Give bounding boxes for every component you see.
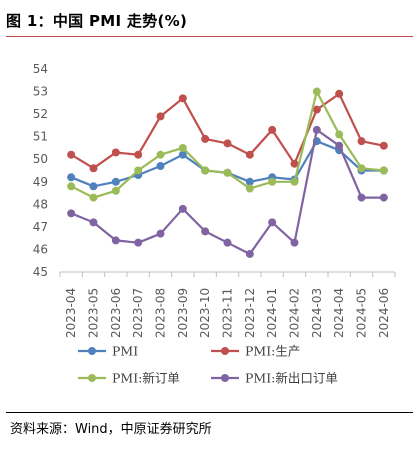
legend-swatch-marker	[88, 347, 96, 355]
data-point	[268, 125, 277, 134]
data-point	[290, 238, 299, 247]
data-point	[201, 227, 210, 236]
x-tick-label: 2024-01	[265, 288, 279, 338]
data-point	[268, 177, 277, 186]
data-point	[178, 143, 187, 152]
data-point	[312, 105, 321, 114]
data-point	[89, 193, 98, 202]
data-point	[335, 130, 344, 139]
legend-label: PMI:新出口订单	[245, 371, 338, 386]
data-point	[223, 238, 232, 247]
y-tick-label: 47	[33, 220, 48, 234]
data-point	[245, 184, 254, 193]
y-tick-label: 54	[33, 62, 48, 76]
data-point	[67, 150, 76, 159]
y-tick-label: 53	[33, 85, 48, 99]
source-rule	[6, 412, 413, 413]
x-tick-label: 2023-07	[131, 288, 145, 338]
data-point	[223, 139, 232, 148]
data-point	[89, 182, 98, 191]
x-tick-label: 2023-08	[154, 288, 168, 338]
data-point	[178, 94, 187, 103]
data-point	[89, 218, 98, 227]
data-point	[290, 159, 299, 168]
data-point	[111, 177, 120, 186]
legend-label: PMI:生产	[245, 344, 300, 359]
y-tick-label: 46	[33, 242, 48, 256]
data-point	[134, 238, 143, 247]
data-point	[357, 164, 366, 173]
legend-label: PMI	[112, 344, 138, 359]
legend-label: PMI:新订单	[112, 371, 180, 386]
y-tick-label: 48	[33, 197, 48, 211]
chart-series	[67, 87, 388, 258]
data-point	[134, 166, 143, 175]
data-point	[178, 150, 187, 159]
x-tick-label: 2023-04	[64, 288, 78, 338]
data-point	[312, 125, 321, 134]
data-point	[67, 209, 76, 218]
data-point	[134, 150, 143, 159]
legend-swatch-marker	[88, 374, 96, 382]
data-point	[268, 218, 277, 227]
x-tick-label: 2023-12	[243, 288, 257, 338]
source-note: 资料来源：Wind，中原证券研究所	[10, 422, 212, 437]
data-point	[290, 177, 299, 186]
data-point	[245, 150, 254, 159]
legend-swatch-marker	[221, 347, 229, 355]
data-point	[357, 137, 366, 146]
y-tick-label: 50	[33, 152, 48, 166]
data-point	[379, 141, 388, 150]
x-tick-label: 2024-05	[355, 288, 369, 338]
data-point	[89, 164, 98, 173]
x-tick-label: 2024-04	[332, 288, 346, 338]
x-tick-label: 2024-03	[310, 288, 324, 338]
data-point	[67, 182, 76, 191]
figure-title: 图 1：中国 PMI 走势(%)	[6, 12, 188, 30]
data-point	[156, 112, 165, 121]
data-point	[312, 87, 321, 96]
x-tick-label: 2024-02	[288, 288, 302, 338]
data-point	[223, 168, 232, 177]
x-tick-label: 2023-05	[87, 288, 101, 338]
data-point	[245, 249, 254, 258]
data-point	[335, 89, 344, 98]
data-point	[379, 193, 388, 202]
data-point	[156, 150, 165, 159]
title-rule	[6, 36, 413, 37]
legend-swatch-marker	[221, 374, 229, 382]
data-point	[335, 141, 344, 150]
y-tick-label: 52	[33, 107, 48, 121]
y-tick-label: 49	[33, 175, 48, 189]
data-point	[111, 148, 120, 157]
x-tick-label: 2024-06	[377, 288, 391, 338]
data-point	[245, 177, 254, 186]
data-point	[111, 186, 120, 195]
data-point	[178, 204, 187, 213]
chart-axes: 45 46 47 48 49 50 51 52 53 54 2023-04 2023-05 2023-0…	[33, 62, 396, 338]
x-tick-label: 2023-06	[109, 288, 123, 338]
data-point	[111, 236, 120, 245]
data-point	[156, 229, 165, 238]
data-point	[67, 173, 76, 182]
data-point	[201, 166, 210, 175]
data-point	[201, 134, 210, 143]
x-tick-label: 2023-11	[221, 288, 235, 338]
x-tick-label: 2023-10	[198, 288, 212, 338]
data-point	[357, 193, 366, 202]
data-point	[379, 166, 388, 175]
y-tick-label: 51	[33, 130, 48, 144]
data-point	[156, 161, 165, 170]
y-tick-label: 45	[33, 265, 48, 279]
chart-legend: PMI PMI:生产 PMI:新订单 PMI:新出口订单	[78, 344, 338, 386]
x-tick-label: 2023-09	[176, 288, 190, 338]
